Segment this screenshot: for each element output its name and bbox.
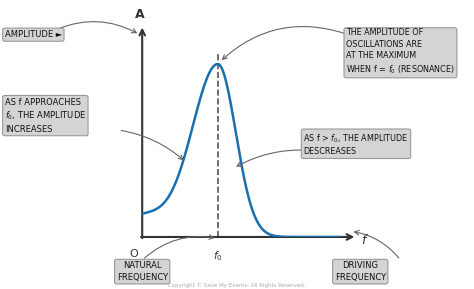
Text: AS f APPROACHES
$f_0$, THE AMPLITUDE
INCREASES: AS f APPROACHES $f_0$, THE AMPLITUDE INC… xyxy=(5,98,86,134)
Text: DRIVING
FREQUENCY: DRIVING FREQUENCY xyxy=(335,262,386,282)
Text: THE AMPLITUDE OF
OSCILLATIONS ARE
AT THE MAXIMUM
WHEN f = $f_0$ (RESONANCE): THE AMPLITUDE OF OSCILLATIONS ARE AT THE… xyxy=(346,28,455,76)
Text: AMPLITUDE ►: AMPLITUDE ► xyxy=(5,30,62,39)
Text: $f_0$: $f_0$ xyxy=(213,249,222,263)
Text: A: A xyxy=(136,8,145,21)
Text: f: f xyxy=(361,234,365,247)
Text: Copyright © Save My Exams. All Rights Reserved.: Copyright © Save My Exams. All Rights Re… xyxy=(168,282,306,288)
Text: O: O xyxy=(130,249,138,259)
Text: AS f > $f_0$, THE AMPLITUDE
DESCREASES: AS f > $f_0$, THE AMPLITUDE DESCREASES xyxy=(303,133,409,156)
Text: NATURAL
FREQUENCY: NATURAL FREQUENCY xyxy=(117,262,168,282)
